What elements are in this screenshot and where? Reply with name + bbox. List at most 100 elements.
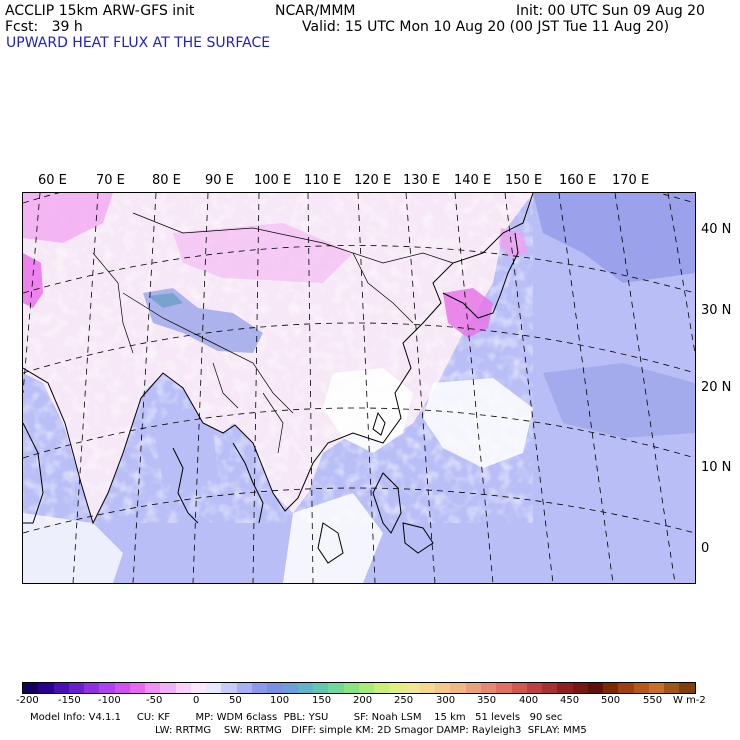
colorbar-swatch [175,683,191,693]
flux-high-korea-japan [443,288,493,338]
colorbar-swatch [511,683,527,693]
tarim-teal [148,293,183,308]
colorbar-label: -50 [146,695,163,706]
colorbar-label: -100 [98,695,121,706]
lat-label: 10 N [701,460,732,475]
colorbar-swatch [603,683,619,693]
colorbar-swatch [587,683,604,693]
colorbar-swatch [389,683,405,693]
colorbar-label: -150 [58,695,81,706]
ocean-white-patch [283,493,383,583]
colorbar-swatch [206,683,222,693]
colorbar-swatch [190,683,207,693]
colorbar-swatch [282,683,298,693]
center-label: NCAR/MMM [275,3,356,19]
colorbar-swatch [160,683,176,693]
colorbar-swatch [374,683,390,693]
lon-label: 170 E [612,173,650,188]
lon-label: 120 E [354,173,392,188]
colorbar-swatch [404,683,420,693]
colorbar-label: 50 [229,695,242,706]
pacific-darker-flux [533,193,695,283]
colorbar-label: 450 [560,695,580,706]
init-time: Init: 00 UTC Sun 09 Aug 20 [516,3,705,19]
colorbar-label: 400 [519,695,539,706]
colorbar-swatch [84,683,100,693]
colorbar-unit: W m-2 [673,695,706,706]
colorbar-swatch [526,683,543,693]
borders [92,212,454,454]
colorbar-swatch [267,683,283,693]
colorbar [22,682,696,694]
valid-time: Valid: 15 UTC Mon 10 Aug 20 (00 JST Tue … [302,19,670,35]
colorbar-swatch [221,683,237,693]
colorbar-swatch [38,683,54,693]
lat-label: 20 N [701,380,732,395]
colorbar-swatch [450,683,466,693]
colorbar-label: 550 [643,695,663,706]
colorbar-swatch [664,683,680,693]
lon-label: 110 E [304,173,342,188]
colorbar-swatch [251,683,268,693]
flux-high-west [23,253,43,308]
ocean-white-patch [23,513,123,583]
flux-mid-mongolia [173,223,353,283]
field-title: UPWARD HEAT FLUX AT THE SURFACE [6,35,271,51]
colorbar-swatch [435,683,451,693]
bay-of-bengal [153,408,218,493]
colorbar-label: 300 [436,695,456,706]
ocean-white-patch [423,378,533,468]
colorbar-label: 100 [270,695,290,706]
colorbar-label: 150 [312,695,332,706]
colorbar-swatch [23,683,39,693]
lat-label: 0 [701,541,710,556]
map-panel [22,192,696,584]
colorbar-swatch [53,683,69,693]
lon-label: 130 E [403,173,441,188]
colorbar-swatch [618,683,634,693]
colorbar-swatch [679,683,695,693]
colorbar-swatch [633,683,649,693]
model-title: ACCLIP 15km ARW-GFS init [5,3,195,19]
lat-label: 30 N [701,303,732,318]
lon-label: 160 E [559,173,597,188]
graticule [23,193,695,583]
lon-label: 60 E [38,173,67,188]
colorbar-label: 200 [353,695,373,706]
colorbar-label: 0 [193,695,200,706]
colorbar-label: 250 [394,695,414,706]
lon-label: 90 E [205,173,234,188]
colorbar-swatch [648,683,665,693]
colorbar-swatch [343,683,359,693]
colorbar-swatch [68,683,85,693]
lon-label: 140 E [454,173,492,188]
lat-label: 40 N [701,222,732,237]
lon-label: 80 E [152,173,181,188]
colorbar-label: 350 [477,695,497,706]
colorbar-swatch [572,683,588,693]
colorbar-swatch [542,683,558,693]
flux-high-north-japan [499,228,528,258]
colorbar-swatch [145,683,161,693]
model-info-line2: LW: RRTMG SW: RRTMG DIFF: simple KM: 2D … [155,725,587,736]
colorbar-swatch [297,683,314,693]
colorbar-swatch [236,683,252,693]
colorbar-swatch [358,683,375,693]
model-info-line1: Model Info: V4.1.1 CU: KF MP: WDM 6class… [30,712,563,723]
colorbar-swatch [99,683,115,693]
flux-high-arabia [23,193,113,243]
colorbar-swatch [480,683,497,693]
colorbar-label: 500 [601,695,621,706]
lon-label: 70 E [96,173,125,188]
colorbar-label: -200 [16,695,39,706]
lon-label: 150 E [505,173,543,188]
colorbar-swatch [465,683,481,693]
colorbar-swatch [328,683,344,693]
colorbar-swatch [313,683,329,693]
colorbar-swatch [114,683,130,693]
pacific-darker-flux [543,363,695,438]
colorbar-swatch [129,683,146,693]
colorbar-swatch [496,683,512,693]
lon-label: 100 E [254,173,292,188]
